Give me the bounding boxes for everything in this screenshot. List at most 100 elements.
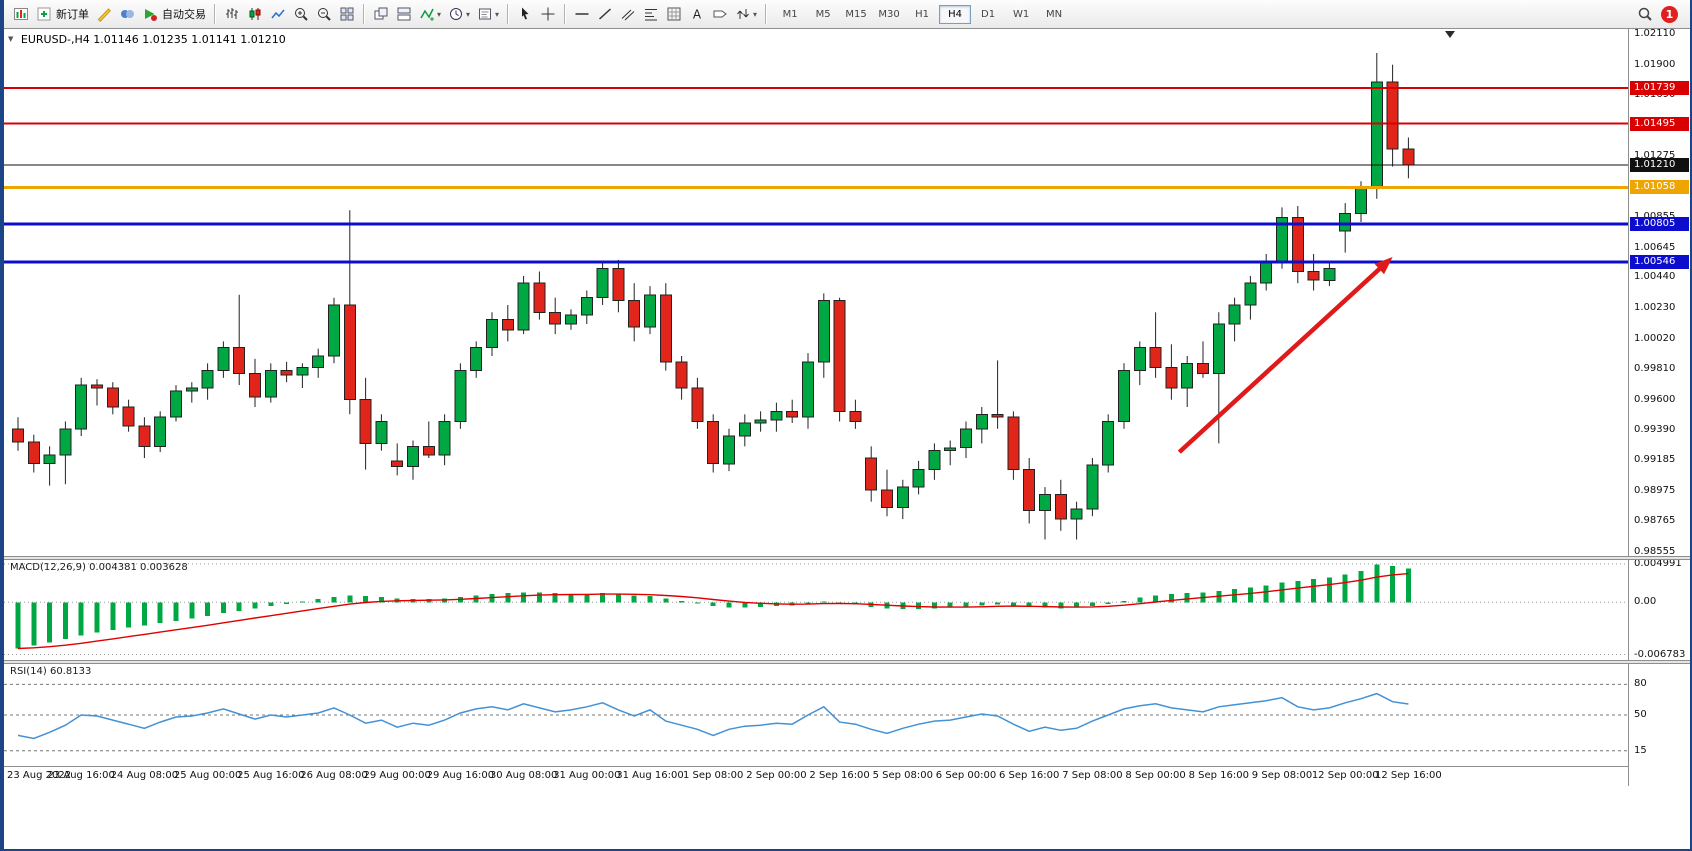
candlestick-chart-icon (249, 8, 261, 20)
price-badge-1.00546: 1.00546 (1630, 254, 1689, 269)
candle-body (12, 428, 24, 443)
price-tick: 1.00230 (1634, 301, 1676, 313)
candle-body (517, 282, 530, 331)
timeframe-group: M1 M5 M15 M30 H1 H4 D1 W1 MN (774, 4, 1070, 24)
macd-panel-canvas[interactable] (4, 560, 1628, 660)
new-order-label: 新订单 (56, 8, 89, 21)
zoom-out-button[interactable] (313, 2, 335, 26)
candle-body (659, 294, 672, 363)
candle-body (296, 367, 309, 376)
candle-body (738, 422, 751, 437)
time-axis-label: 24 Aug 08:00 (110, 770, 179, 781)
indicators-button[interactable]: ▾ (416, 2, 444, 26)
candle-body (359, 399, 372, 444)
macd-bar (284, 602, 290, 604)
channel-tool-button[interactable] (617, 2, 639, 26)
label-tool-button[interactable] (709, 2, 731, 26)
candle-body (1149, 346, 1162, 369)
macd-bar (995, 602, 1001, 605)
panel-divider[interactable] (4, 556, 1690, 560)
price-badge-1.01210: 1.01210 (1630, 158, 1689, 173)
chart-header: EURUSD-,H4 1.01146 1.01235 1.01141 1.012… (8, 33, 286, 46)
fibonacci-tool-button[interactable] (640, 2, 662, 26)
channel-icon (621, 9, 635, 21)
cursor-icon (522, 7, 529, 20)
timeframe-m1-button[interactable]: M1 (782, 8, 798, 20)
shapes-tool-button[interactable] (663, 2, 685, 26)
line-chart-mode-button[interactable] (267, 2, 289, 26)
macd-bar (821, 601, 827, 603)
candle-body (596, 268, 609, 299)
candle-body (312, 355, 325, 369)
candle-body (375, 421, 388, 444)
macd-bar (141, 602, 147, 626)
candle-body (106, 387, 119, 408)
price-scale[interactable]: 1.021101.019001.016901.014801.012751.010… (1628, 28, 1691, 786)
candle-body (991, 413, 1004, 418)
candle-body (975, 413, 988, 430)
time-axis[interactable]: 23 Aug 2022 23 Aug 16:00 24 Aug 08:00 25 Au… (4, 766, 1628, 787)
auto-trading-button[interactable]: 自动交易 (139, 2, 209, 26)
trend-arrow[interactable] (1177, 262, 1387, 454)
timeframe-h4-button[interactable]: H4 (939, 4, 972, 24)
arrows-tool-button[interactable]: ▾ (732, 2, 760, 26)
main-chart-canvas[interactable] (4, 29, 1628, 557)
macd-bar (15, 602, 21, 649)
candlestick-mode-button[interactable] (244, 2, 266, 26)
timeframe-mn-button[interactable]: MN (1046, 8, 1063, 20)
macd-bar (505, 593, 511, 603)
trendline-tool-button[interactable] (594, 2, 616, 26)
candle-body (833, 300, 846, 412)
candle-body (1102, 421, 1115, 466)
bar-chart-mode-button[interactable] (221, 2, 243, 26)
time-axis-label: 2 Sep 16:00 (809, 770, 870, 781)
periods-button[interactable]: ▾ (445, 2, 473, 26)
macd-bar (157, 602, 163, 624)
rsi-line (17, 692, 1409, 740)
market-watch-button[interactable] (116, 2, 138, 26)
collapse-chart-icon[interactable] (8, 33, 17, 46)
new-chart-button[interactable] (10, 2, 32, 26)
candle-body (1165, 367, 1178, 389)
macd-bar (947, 602, 953, 608)
macd-signal-line (17, 572, 1409, 650)
cascade-windows-button[interactable] (370, 2, 392, 26)
candle-body (865, 457, 878, 491)
notifications-badge[interactable]: 1 (1661, 5, 1678, 23)
timeframe-m30-button[interactable]: M30 (878, 8, 900, 20)
panel-divider[interactable] (4, 660, 1690, 664)
horizontal-line-tool-button[interactable] (571, 2, 593, 26)
timeframe-m15-button[interactable]: M15 (845, 8, 867, 20)
macd-bar (963, 602, 969, 607)
search-button[interactable] (1634, 2, 1656, 26)
new-order-button[interactable]: 新订单 (33, 2, 92, 26)
macd-bar (647, 596, 653, 603)
zoom-in-button[interactable] (290, 2, 312, 26)
new-chart-icon (14, 8, 28, 20)
timeframe-m5-button[interactable]: M5 (815, 8, 831, 20)
macd-bar (916, 602, 922, 610)
price-tick: 1.02110 (1634, 28, 1676, 40)
text-tool-button[interactable]: A (686, 2, 708, 26)
metaeditor-button[interactable] (93, 2, 115, 26)
time-axis-label: 23 Aug 16:00 (47, 770, 115, 781)
macd-bar (205, 602, 211, 617)
templates-icon (479, 8, 492, 20)
candle-body (438, 421, 451, 456)
price-tick: 0.98765 (1634, 515, 1676, 527)
chart-shift-marker[interactable] (1445, 31, 1455, 38)
candle-body (533, 282, 546, 313)
candle-body (707, 421, 720, 465)
rsi-panel-canvas[interactable] (4, 664, 1628, 766)
tile-windows-button[interactable] (336, 2, 358, 26)
crosshair-tool-button[interactable] (537, 2, 559, 26)
timeframe-h1-button[interactable]: H1 (915, 8, 929, 20)
timeframe-d1-button[interactable]: D1 (981, 8, 996, 20)
arrange-windows-button[interactable] (393, 2, 415, 26)
cursor-tool-button[interactable] (514, 2, 536, 26)
macd-bar (742, 602, 748, 608)
time-axis-label: 25 Aug 00:00 (173, 770, 242, 781)
templates-button[interactable]: ▾ (474, 2, 502, 26)
zoom-in-icon (295, 8, 308, 21)
timeframe-w1-button[interactable]: W1 (1012, 8, 1030, 20)
